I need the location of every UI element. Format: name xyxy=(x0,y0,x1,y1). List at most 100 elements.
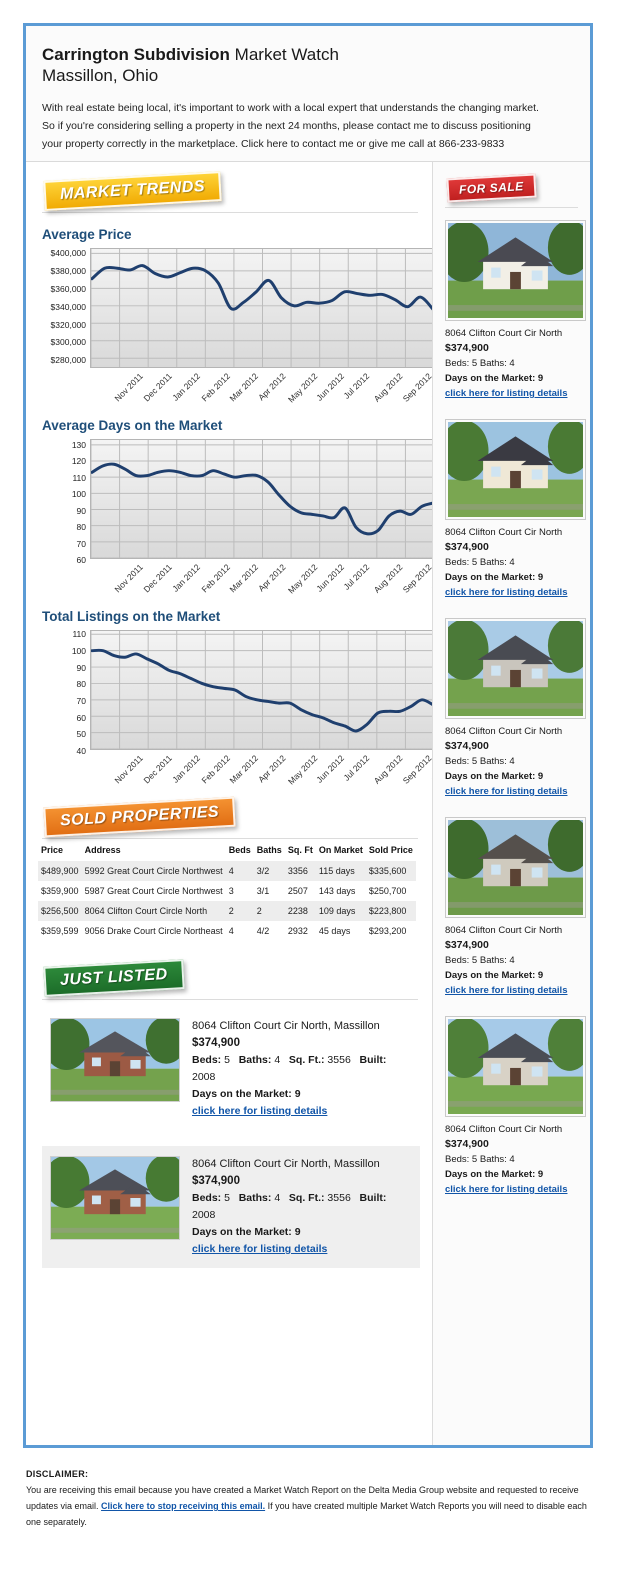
for-sale-photo[interactable] xyxy=(445,220,586,321)
for-sale-address: 8064 Clifton Court Cir North xyxy=(445,527,563,538)
cell-price: $359,599 xyxy=(41,926,79,936)
for-sale-details-link[interactable]: click here for listing details xyxy=(445,786,568,797)
for-sale-details-link[interactable]: click here for listing details xyxy=(445,985,568,996)
chart-plot-average-price: $400,000 $380,000 $360,000 $340,000 $320,000… xyxy=(51,248,435,368)
disclaimer: DISCLAIMER: You are receiving this email… xyxy=(26,1466,592,1530)
x-axis-tick-label: Sep 2012 xyxy=(400,371,434,404)
chart-plot-total-listings: 110 100 90 80 70 60 50 40 xyxy=(72,629,435,756)
listing-specs: Beds: 5 Baths: 4 Sq. Ft.: 3556 Built: 20… xyxy=(192,1190,412,1224)
chart-average-days-on-market: Average Days on the Market 130 120 110 100 9… xyxy=(26,418,460,605)
baths-label: Baths: xyxy=(238,1192,272,1204)
th-baths: Baths xyxy=(256,845,282,855)
built-value: 2008 xyxy=(192,1071,216,1083)
just-listed-card: 8064 Clifton Court Cir North, Massillon $… xyxy=(42,1146,420,1268)
for-sale-days-on-market: Days on the Market: 9 xyxy=(445,771,544,782)
just-listed-list: 8064 Clifton Court Cir North, Massillon $… xyxy=(26,1008,432,1268)
y-axis-tick-label: 80 xyxy=(76,679,86,690)
for-sale-details-link[interactable]: click here for listing details xyxy=(445,1184,568,1195)
for-sale-beds-baths: Beds: 5 Baths: 4 xyxy=(445,358,515,369)
x-axis-tick-label: Apr 2012 xyxy=(256,753,288,785)
x-axis-tick-label: May 2012 xyxy=(285,562,320,596)
for-sale-card: 8064 Clifton Court Cir North $374,900 Beds… xyxy=(433,419,590,610)
for-sale-price: $374,900 xyxy=(445,342,489,354)
x-axis-tick-label: Feb 2012 xyxy=(199,371,232,404)
y-axis-tick-label: 40 xyxy=(76,746,86,756)
listing-address: 8064 Clifton Court Cir North, Massillon xyxy=(192,1020,380,1032)
for-sale-address: 8064 Clifton Court Cir North xyxy=(445,726,563,737)
listing-price: $374,900 xyxy=(192,1175,240,1187)
x-axis-tick-label: Nov 2011 xyxy=(112,562,146,595)
unsubscribe-link[interactable]: Click here to stop receiving this email. xyxy=(101,1501,266,1511)
listing-details-link[interactable]: click here for listing details xyxy=(192,1243,328,1255)
built-label: Built: xyxy=(359,1192,387,1204)
x-axis-tick-label: Aug 2012 xyxy=(371,371,405,404)
for-sale-info: 8064 Clifton Court Cir North $374,900 Beds… xyxy=(445,525,580,600)
x-axis-tick-label: May 2012 xyxy=(285,753,320,787)
intro-line-2: So if you're considering selling a prope… xyxy=(42,120,531,132)
y-axis-tick-label: 90 xyxy=(76,662,86,673)
for-sale-price: $374,900 xyxy=(445,541,489,553)
cell-on-market: 45 days xyxy=(318,926,351,936)
disclaimer-text-before: You are receiving this email because you… xyxy=(26,1485,579,1511)
house-white-two-story-photo xyxy=(446,1017,585,1114)
y-axis-tick-label: 80 xyxy=(76,522,86,533)
x-axis-tick-label: Mar 2012 xyxy=(227,562,261,595)
cell-price: $359,900 xyxy=(41,886,79,896)
for-sale-days-on-market: Days on the Market: 9 xyxy=(445,373,544,384)
for-sale-spacer xyxy=(433,411,590,419)
for-sale-photo[interactable] xyxy=(445,1016,586,1117)
market-trends-banner-wrap: MARKET TRENDS xyxy=(26,162,432,211)
disclaimer-text: You are receiving this email because you… xyxy=(26,1482,592,1530)
for-sale-details-link[interactable]: click here for listing details xyxy=(445,388,568,399)
y-axis-tick-label: 110 xyxy=(72,629,86,640)
beds-label: Beds: xyxy=(192,1192,222,1204)
page-title-suffix: Market Watch xyxy=(229,45,339,64)
x-axis-tick-label: Feb 2012 xyxy=(199,753,232,786)
for-sale-photo[interactable] xyxy=(445,817,586,918)
y-axis-tick-label: 50 xyxy=(76,729,86,740)
cell-price: $489,900 xyxy=(38,861,82,881)
email-header: Carrington Subdivision Market Watch Mass… xyxy=(26,26,590,162)
divider-sold-properties xyxy=(42,838,418,839)
th-price: Price xyxy=(41,845,64,855)
y-axis-tick-label: 60 xyxy=(76,712,86,723)
cell-on-market: 109 days xyxy=(315,901,366,921)
for-sale-banner-wrap: FOR SALE xyxy=(433,162,590,203)
chart-xaxis-average-price: Nov 2011 Dec 2011 Jan 2012 Feb 2012 Mar 2012… xyxy=(90,368,460,414)
table-row: $489,900 5992 Great Court Circle Northwes… xyxy=(38,861,416,881)
sold-properties-table: Price Address Beds Baths Sq. Ft On Marke… xyxy=(38,839,416,941)
x-axis-tick-label: Feb 2012 xyxy=(199,562,232,595)
for-sale-price: $374,900 xyxy=(445,1138,489,1150)
x-axis-tick-label: Dec 2011 xyxy=(141,562,174,595)
listing-days-on-market: Days on the Market: 9 xyxy=(192,1226,301,1238)
intro-line-3: your property correctly in the marketpla… xyxy=(42,138,505,150)
for-sale-photo[interactable] xyxy=(445,419,586,520)
for-sale-photo[interactable] xyxy=(445,618,586,719)
listing-photo[interactable] xyxy=(50,1156,180,1240)
cell-baths: 3/2 xyxy=(253,861,285,881)
for-sale-info: 8064 Clifton Court Cir North $374,900 Beds… xyxy=(445,724,580,799)
page-title: Carrington Subdivision Market Watch xyxy=(42,44,568,65)
cell-price: $256,500 xyxy=(38,901,82,921)
sqft-label: Sq. Ft.: xyxy=(288,1054,325,1066)
cell-sold-price: $335,600 xyxy=(365,861,416,881)
for-sale-info: 8064 Clifton Court Cir North $374,900 Beds… xyxy=(445,326,580,401)
listing-details-link[interactable]: click here for listing details xyxy=(192,1105,328,1117)
x-axis-tick-label: Jan 2012 xyxy=(170,371,202,403)
listing-info: 8064 Clifton Court Cir North, Massillon $… xyxy=(192,1018,412,1120)
header-intro-paragraph: With real estate being local, it's impor… xyxy=(42,99,568,153)
y-axis-tick-label: 70 xyxy=(76,696,86,706)
for-sale-days-on-market: Days on the Market: 9 xyxy=(445,970,544,981)
for-sale-spacer xyxy=(433,809,590,817)
for-sale-details-link[interactable]: click here for listing details xyxy=(445,587,568,598)
y-axis-tick-label: $340,000 xyxy=(50,301,86,312)
cell-sqft: 3356 xyxy=(284,861,316,881)
disclaimer-text-after: If you have created multiple Market Watc… xyxy=(26,1501,587,1527)
page-title-subdivision: Carrington Subdivision xyxy=(42,45,230,64)
cell-on-market: 115 days xyxy=(315,861,366,881)
listing-photo[interactable] xyxy=(50,1018,180,1102)
market-trends-banner: MARKET TRENDS xyxy=(43,171,222,211)
x-axis-tick-label: Nov 2011 xyxy=(112,371,146,404)
cell-beds: 4 xyxy=(228,926,234,936)
for-sale-beds-baths: Beds: 5 Baths: 4 xyxy=(445,955,515,966)
